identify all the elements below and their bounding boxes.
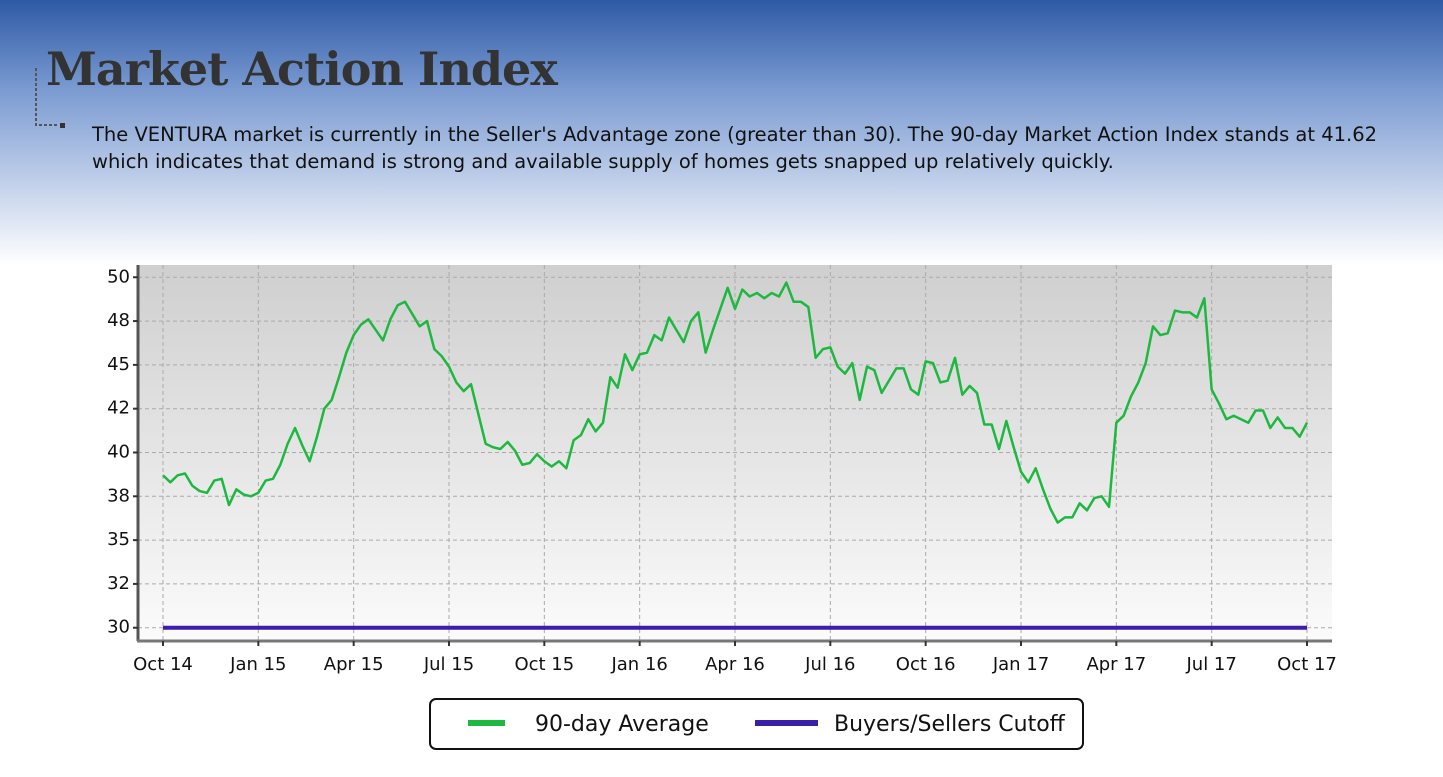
x-tick-label: Jul 15	[423, 654, 474, 675]
x-tick-label: Jan 15	[229, 654, 286, 675]
x-tick-label: Jan 17	[992, 654, 1049, 675]
x-tick-label: Apr 15	[324, 654, 384, 675]
x-tick-label: Apr 17	[1086, 654, 1146, 675]
decoration	[35, 68, 58, 126]
x-tick-label: Oct 15	[514, 654, 574, 675]
legend-label: 90-day Average	[535, 712, 709, 737]
description: The VENTURA market is currently in the S…	[92, 123, 1378, 173]
page-title: Market Action Index	[46, 42, 558, 96]
y-tick-label: 45	[107, 354, 130, 375]
y-tick-label: 40	[107, 442, 130, 463]
x-tick-label: Jul 16	[804, 654, 855, 675]
y-tick-label: 48	[107, 310, 130, 331]
y-tick-label: 32	[107, 573, 130, 594]
x-tick-label: Jan 16	[610, 654, 667, 675]
legend-label: Buyers/Sellers Cutoff	[834, 712, 1066, 737]
y-tick-label: 35	[107, 529, 130, 550]
y-tick-label: 50	[107, 266, 130, 287]
x-tick-label: Oct 16	[896, 654, 956, 675]
data-line	[162, 281, 1309, 524]
x-tick-label: Oct 17	[1277, 654, 1337, 675]
x-tick-label: Oct 14	[133, 654, 193, 675]
y-tick-label: 42	[107, 398, 130, 419]
x-tick-label: Apr 16	[705, 654, 765, 675]
y-tick-label: 38	[107, 485, 130, 506]
y-tick-label: 30	[107, 617, 130, 638]
x-tick-label: Jul 17	[1185, 654, 1236, 675]
decoration	[60, 123, 65, 128]
